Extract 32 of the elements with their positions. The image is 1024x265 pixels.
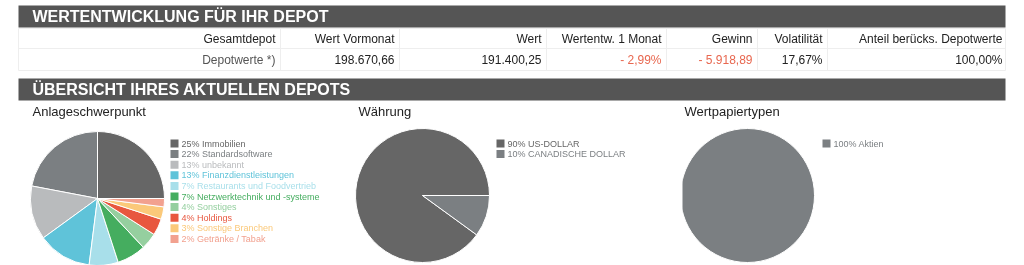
chart-title: Wertpapiertypen xyxy=(684,104,780,119)
legend-label: 7% Restaurants und Foodvertrieb xyxy=(181,180,317,191)
legend-label: 13% Finanzdienstleistungen xyxy=(181,170,295,181)
text: Depotwerte *) xyxy=(202,52,276,67)
legend-label: 4% Holdings xyxy=(181,212,233,223)
legend-label: 2% Getränke / Tabak xyxy=(181,233,266,244)
chart-title: Anlageschwerpunkt xyxy=(32,104,147,119)
legend-label: 13% unbekannt xyxy=(181,159,245,170)
legend-label: 3% Sonstige Branchen xyxy=(181,223,274,234)
legend-label: 90% US-DOLLAR xyxy=(507,138,581,149)
legend-label: 7% Netzwerktechnik und -systeme xyxy=(181,191,320,202)
text: Wert Vormonat xyxy=(314,31,396,46)
legend-label: 25% Immobilien xyxy=(181,138,246,149)
legend-label: 100% Aktien xyxy=(833,138,884,149)
text: Gewinn xyxy=(711,31,753,46)
text: WERTENTWICKLUNG FÜR IHR DEPOT xyxy=(32,7,329,25)
text: Volatilität xyxy=(774,31,824,46)
text: Anteil berücks. Depotwerte xyxy=(859,31,1003,46)
legend-label: 22% Standardsoftware xyxy=(181,149,273,160)
text: Wertentw. 1 Monat xyxy=(561,31,663,46)
text: Gesamtdepot xyxy=(203,31,277,46)
text: - 5.918,89 xyxy=(698,52,753,67)
text: 198.670,66 xyxy=(334,53,395,67)
text: 100,00% xyxy=(955,52,1003,67)
legend-label: 4% Sonstiges xyxy=(181,202,238,213)
text: Wert xyxy=(516,31,543,46)
chart-title: Währung xyxy=(358,104,412,119)
text: - 2,99% xyxy=(620,52,662,67)
text: 191.400,25 xyxy=(481,53,542,67)
legend-label: 10% CANADISCHE DOLLAR xyxy=(507,149,627,160)
text: 17,67% xyxy=(781,52,823,67)
text: ÜBERSICHT IHRES AKTUELLEN DEPOTS xyxy=(32,80,351,98)
